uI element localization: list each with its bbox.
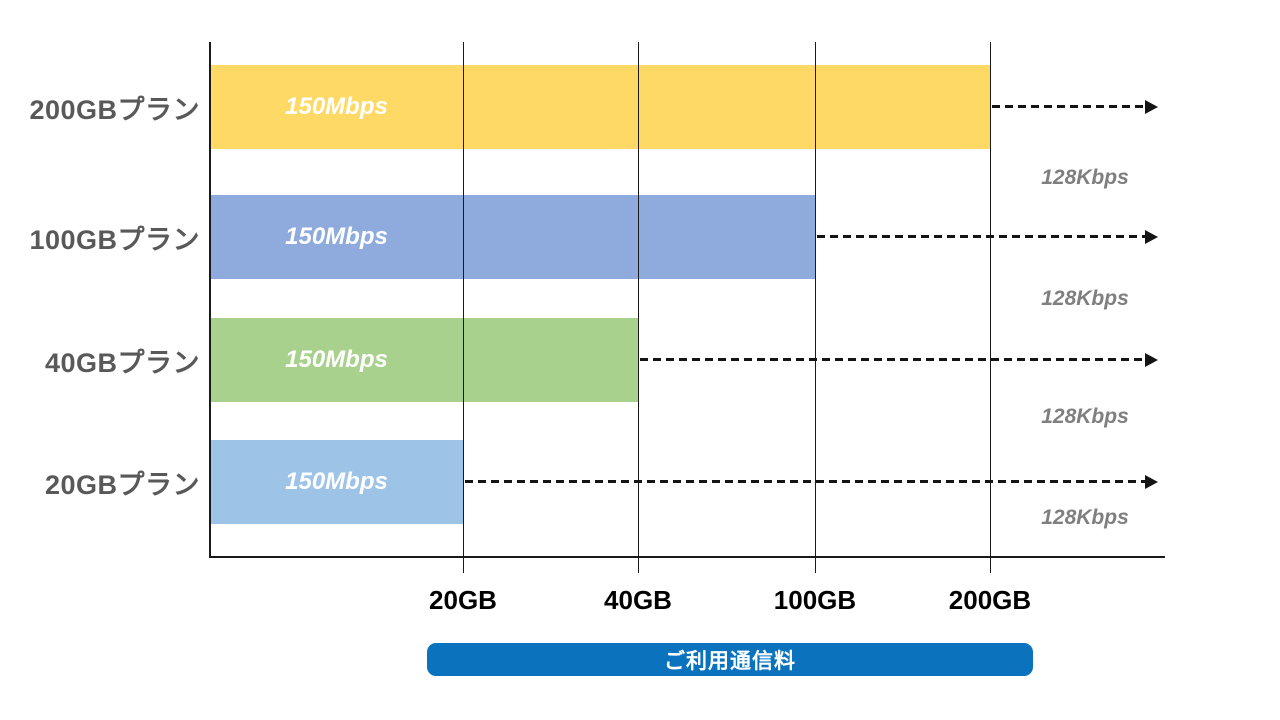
bar-speed-label: 150Mbps [285, 346, 388, 373]
speed-bar: 150Mbps [210, 195, 815, 279]
arrow-head-icon [1145, 230, 1158, 244]
plan-label: 40GBプラン [44, 347, 200, 378]
arrow-head-icon [1145, 475, 1158, 489]
plan-label: 200GBプラン [29, 94, 200, 125]
dashed-line [817, 235, 1146, 238]
throttle-arrow [992, 100, 1158, 114]
plan-label: 100GBプラン [29, 224, 200, 255]
arrow-head-icon [1145, 353, 1158, 367]
throttled-speed-label: 128Kbps [1041, 506, 1129, 529]
data-usage-banner: ご利用通信料 [427, 643, 1033, 676]
bar-speed-label: 150Mbps [285, 468, 388, 495]
gridline-20gb [463, 42, 464, 573]
speed-bar: 150Mbps [210, 440, 463, 524]
bar-speed-label: 150Mbps [285, 223, 388, 250]
throttle-arrow [817, 230, 1158, 244]
y-axis-line [209, 42, 211, 557]
x-tick-label-200gb: 200GB [948, 585, 1032, 615]
dashed-line [992, 105, 1146, 108]
plan-label: 20GBプラン [44, 469, 200, 500]
gridline-200gb [990, 42, 991, 573]
throttled-speed-label: 128Kbps [1041, 166, 1129, 189]
x-tick-label-20gb: 20GB [429, 585, 497, 615]
x-tick-label-100gb: 100GB [773, 585, 857, 615]
dashed-line [465, 480, 1146, 483]
arrow-head-icon [1145, 100, 1158, 114]
throttle-arrow [465, 475, 1158, 489]
dashed-line [640, 358, 1146, 361]
throttled-speed-label: 128Kbps [1041, 287, 1129, 310]
bar-speed-label: 150Mbps [285, 93, 388, 120]
gridline-40gb [638, 42, 639, 573]
throttled-speed-label: 128Kbps [1041, 405, 1129, 428]
x-axis-line [209, 556, 1165, 558]
gridline-100gb [815, 42, 816, 573]
x-tick-label-40gb: 40GB [604, 585, 672, 615]
speed-bar: 150Mbps [210, 318, 638, 402]
speed-bar: 150Mbps [210, 65, 990, 149]
throttle-arrow [640, 353, 1158, 367]
